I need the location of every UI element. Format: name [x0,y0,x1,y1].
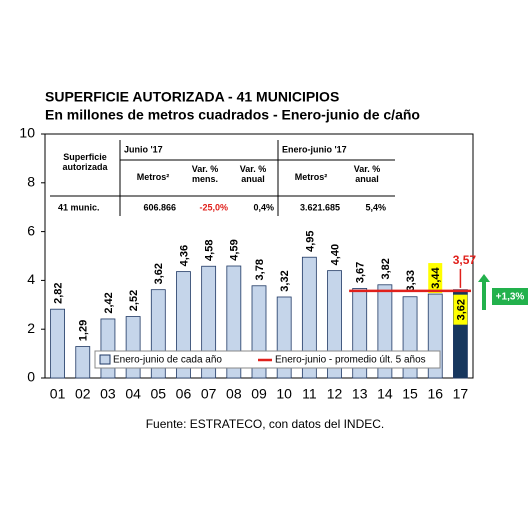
cell: 0,4% [253,202,274,212]
col-header-text: Metros² [136,172,170,182]
value-label: 4,58 [204,240,216,261]
x-tick-label: 05 [151,386,167,402]
y-tick-label: 8 [27,174,35,190]
value-label: 3,44 [430,266,442,288]
y-tick-label: 6 [27,222,35,238]
x-tick-label: 12 [327,386,343,402]
legend-swatch [99,354,111,365]
value-label: 3,62 [455,299,467,320]
chart-subtitle: En millones de metros cuadrados - Enero-… [45,107,420,123]
value-label: 3,67 [355,262,367,283]
cell: -25,0% [199,202,228,212]
bar [100,318,116,379]
up-arrow [478,274,490,310]
x-tick-label: 08 [226,386,242,402]
chart-title: SUPERFICIE AUTORIZADA - 41 MUNICIPIOS [45,89,339,105]
value-label: 4,95 [304,231,316,252]
group-header: Enero-junio '17 [282,144,347,154]
bar [50,308,65,379]
x-tick-label: 16 [427,386,443,402]
bar [75,346,91,379]
col-header: Var. % anual [239,164,267,184]
table-bg [50,140,395,216]
value-label: 4,59 [229,239,241,260]
label-box [453,294,468,325]
value-label: 3,82 [380,258,392,279]
x-tick-label: 06 [176,386,192,402]
col-header: Metros² [294,172,328,182]
col-header: Var. % anual [353,164,381,184]
value-label: 2,52 [128,290,140,311]
annotation: +1,3% [496,292,525,303]
x-tick-label: 15 [402,386,418,402]
value-label: 3,33 [405,270,417,291]
row-label: 41 munic. [58,202,100,212]
table-row-header: Superficie autorizada [62,152,108,172]
bar [201,265,217,379]
y-tick-label: 10 [19,125,35,141]
x-tick-label: 02 [75,386,91,402]
col-header-text: Metros² [294,172,328,182]
x-tick-label: 07 [201,386,217,402]
annotation-box [492,288,528,305]
col-header: Metros² [136,172,170,182]
group-header: Junio '17 [124,144,163,154]
table: Superficie autorizada Junio '17 Enero-ju… [50,140,395,216]
col-header-text: Var. % anual [239,164,267,184]
value-label: 4,36 [178,245,190,266]
x-tick-label: 04 [125,386,141,402]
col-header: Var. % mens. [191,164,219,184]
col-header-text: Var. % anual [353,164,381,184]
bar [301,256,317,379]
x-tick-label: 03 [100,386,116,402]
y-tick-label: 2 [27,320,35,336]
x-tick-label: 10 [276,386,292,402]
cell: 606.866 [143,202,176,212]
source: Fuente: ESTRATECO, con datos del INDEC. [146,417,385,431]
value-label: 3,78 [254,259,266,280]
value-label: 1,29 [78,320,90,341]
x-tick-label: 17 [453,386,469,402]
y-tick-label: 4 [27,271,35,287]
legend-label: Enero-junio de cada año [113,355,222,366]
legend-label: Enero-junio - promedio últ. 5 años [275,355,426,366]
average-label: 3,57 [453,253,477,267]
x-tick-label: 14 [377,386,393,402]
value-label: 4,40 [329,244,341,265]
y-tick-label: 0 [27,369,35,385]
cell: 3.621.685 [300,202,340,212]
value-label: 2,42 [103,292,115,313]
x-tick-label: 01 [50,386,66,402]
value-label: 3,62 [153,263,165,284]
bar [226,265,242,379]
bar [125,316,141,379]
x-tick-label: 11 [302,386,317,402]
x-tick-label: 13 [352,386,368,402]
row-header-text: Superficie autorizada [62,152,108,172]
label-box [428,263,443,294]
value-label: 2,82 [52,282,64,303]
cell: 5,4% [365,202,386,212]
x-tick-label: 09 [251,386,267,402]
value-label: 3,32 [279,270,291,291]
col-header-text: Var. % mens. [191,164,219,184]
